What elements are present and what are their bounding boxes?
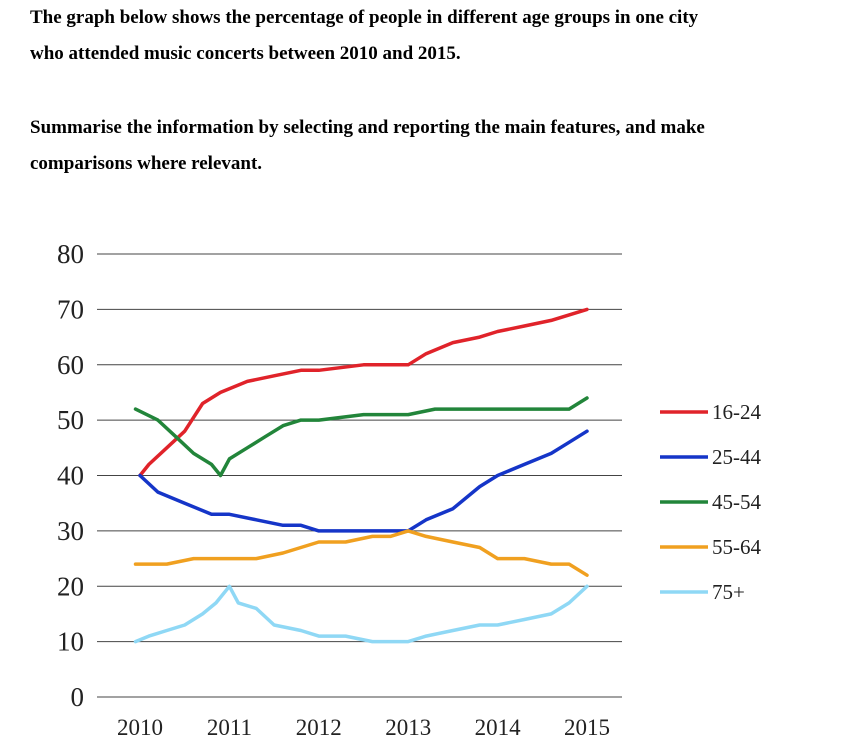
legend-label-25-44: 25-44 xyxy=(712,445,761,469)
instruction-line-2: comparisons where relevant. xyxy=(30,153,263,174)
y-tick-label-10: 10 xyxy=(57,627,84,657)
legend-label-16-24: 16-24 xyxy=(712,400,761,424)
y-tick-label-70: 70 xyxy=(57,294,84,324)
series-line-45-54 xyxy=(133,396,589,478)
y-tick-label-20: 20 xyxy=(57,571,84,601)
x-tick-label-2015: 2015 xyxy=(564,715,610,740)
y-tick-label-30: 30 xyxy=(57,516,84,546)
series-line-16-24 xyxy=(138,307,589,478)
task-prompt: The graph below shows the percentage of … xyxy=(30,0,830,72)
y-tick-label-60: 60 xyxy=(57,350,84,380)
x-tick-label-2010: 2010 xyxy=(117,715,163,740)
instruction-line-1: Summarise the information by selecting a… xyxy=(30,117,705,138)
legend-label-75+: 75+ xyxy=(712,580,745,604)
task-instruction: Summarise the information by selecting a… xyxy=(30,110,830,182)
x-tick-label-2011: 2011 xyxy=(207,715,252,740)
series-line-25-44 xyxy=(138,429,589,533)
legend-label-45-54: 45-54 xyxy=(712,490,761,514)
x-tick-label-2013: 2013 xyxy=(385,715,431,740)
legend-label-55-64: 55-64 xyxy=(712,535,761,559)
y-tick-label-0: 0 xyxy=(71,682,85,712)
x-tick-label-2012: 2012 xyxy=(296,715,342,740)
x-tick-label-2014: 2014 xyxy=(475,715,522,740)
y-tick-label-40: 40 xyxy=(57,461,84,491)
series-line-75+ xyxy=(133,584,589,644)
series-line-55-64 xyxy=(133,529,589,577)
y-tick-label-80: 80 xyxy=(57,239,84,269)
y-tick-label-50: 50 xyxy=(57,405,84,435)
prompt-line-2: who attended music concerts between 2010… xyxy=(30,43,461,64)
prompt-line-1: The graph below shows the percentage of … xyxy=(30,7,699,28)
